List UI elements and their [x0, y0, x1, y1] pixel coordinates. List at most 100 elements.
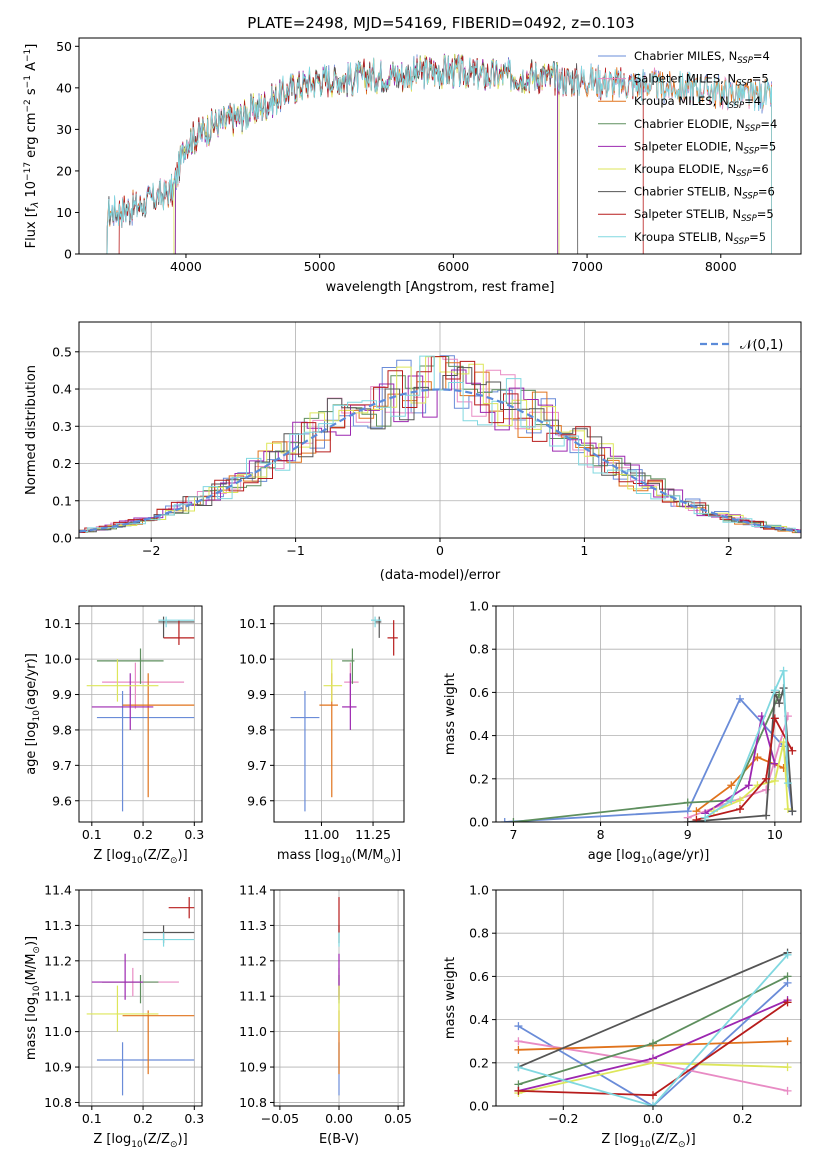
- tick-marks: 0.1 0.2 0.3 10.8 10.9 11.0 11.1 11.2 11.3 11.4: [44, 883, 204, 1127]
- mass-weight-marker: [788, 807, 797, 816]
- legend-label-end: =6: [758, 185, 775, 199]
- y-tick-label: 20: [56, 163, 72, 178]
- x-tick-label: 2: [725, 543, 733, 558]
- x-tick-label: 0.3: [184, 827, 204, 842]
- y-tick-label: 1.0: [469, 883, 489, 898]
- mass-weight-marker: [788, 746, 797, 755]
- y-tick-label: 0.6: [469, 969, 489, 984]
- x-axis-label-sub: 10: [639, 1140, 651, 1150]
- x-axis-label-end: (age/yr)]: [652, 848, 709, 863]
- mass-weight-marker: [783, 805, 792, 814]
- y-axis-label: Normed distribution: [24, 365, 39, 495]
- y-tick-label: 1.0: [469, 599, 489, 614]
- legend-label-end: =4: [744, 94, 761, 108]
- y-axis-label-part: ⊙: [32, 946, 42, 954]
- y-tick-label: 50: [56, 39, 72, 54]
- x-tick-label: 0.1: [82, 1111, 102, 1126]
- x-axis-label-end: (Z/Z: [651, 1132, 678, 1147]
- tick-marks: 0.1 0.2 0.3 9.6 9.7 9.8 9.9 10.0 10.1: [44, 616, 204, 842]
- legend-label-main: Chabrier MILES, N: [634, 49, 737, 63]
- y-tick-label: 0.0: [469, 1099, 489, 1114]
- errorbar-point: [323, 659, 343, 702]
- x-axis-label-end: (Z/Z: [143, 1132, 170, 1147]
- legend-label-main: Chabrier STELIB, N: [634, 185, 742, 199]
- mass-weight-marker: [727, 781, 736, 790]
- x-tick-label: −0.05: [261, 1111, 299, 1126]
- x-tick-label: 7000: [571, 259, 603, 274]
- spectrum-line: [106, 54, 772, 254]
- axes-age-vs-mass: 11.00 11.25 9.6 9.7 9.8 9.9 10.0 10.1: [239, 605, 405, 842]
- mass-weight-marker: [770, 686, 779, 695]
- y-tick-label: 0.0: [469, 815, 489, 830]
- errorbar-point: [86, 659, 159, 702]
- y-axis-label: mass weight: [443, 957, 458, 1039]
- axes-mass-vs-Z: 0.1 0.2 0.3 10.8 10.9 11.0 11.1 11.2 11.3 11.4: [44, 883, 204, 1127]
- legend-label-end: =6: [752, 162, 769, 176]
- legend-label-main: Salpeter ELODIE, N: [634, 139, 744, 153]
- y-tick-label: 9.8: [52, 722, 72, 737]
- y-tick-label: 9.7: [52, 758, 72, 773]
- x-tick-label: 0.1: [82, 827, 102, 842]
- y-tick-label: 0.2: [469, 771, 489, 786]
- y-axis-label-part: 10: [32, 985, 42, 997]
- mass-weight-marker: [775, 699, 784, 708]
- mass-weight-marker: [779, 666, 788, 675]
- x-tick-label: −0.2: [548, 1111, 578, 1126]
- y-tick-label: 0.6: [469, 685, 489, 700]
- y-tick-label: 10.1: [239, 616, 267, 631]
- y-label-lambda: λ: [30, 202, 41, 209]
- y-axis-label: mass weight: [443, 673, 458, 755]
- x-axis-label-end: (M/M: [352, 848, 384, 863]
- y-tick-label: 0.4: [469, 1012, 489, 1027]
- errorbar-point: [91, 673, 154, 730]
- errorbar-point: [96, 1042, 195, 1096]
- x-axis-label-close: )]: [391, 848, 401, 863]
- mass-weight-marker: [783, 779, 792, 788]
- x-tick-label: 0: [436, 543, 444, 558]
- y-tick-label: 10.8: [239, 1095, 267, 1110]
- x-axis-label-sub: 10: [131, 1140, 143, 1150]
- y-tick-label: 9.9: [52, 687, 72, 702]
- legend-label-main: Salpeter STELIB, N: [634, 207, 741, 221]
- y-tick-label: 9.8: [247, 722, 267, 737]
- plot-area: [106, 53, 772, 254]
- y-tick-label: 0.8: [469, 926, 489, 941]
- tick-marks: −0.2 0.0 0.2 0.0 0.2 0.4 0.6 0.8 1.0: [469, 883, 753, 1127]
- legend-label-main: Kroupa ELODIE, N: [634, 162, 736, 176]
- mass-weight-marker: [701, 813, 710, 822]
- x-axis-label-sub: 10: [340, 856, 352, 866]
- y-tick-label: 10.1: [44, 616, 72, 631]
- x-tick-label: 0.00: [325, 1111, 353, 1126]
- axes-age-vs-Z: 0.1 0.2 0.3 9.6 9.7 9.8 9.9 10.0 10.1: [44, 605, 204, 842]
- errorbar-point: [342, 673, 357, 730]
- axes-residuals: −2 −1 0 1 2 0.0 0.1 0.2 0.3 0.4 0.5: [52, 321, 802, 558]
- x-axis-label: (data-model)/error: [380, 568, 501, 583]
- mass-weight-marker: [779, 764, 788, 772]
- y-axis-label: age [log10(age/yr)]: [24, 653, 42, 775]
- y-tick-label: 11.2: [239, 953, 267, 968]
- y-tick-label: 0.3: [52, 419, 72, 434]
- y-tick-label: 0.2: [52, 456, 72, 471]
- mass-weight-marker: [500, 818, 509, 822]
- mass-weight-marker: [770, 759, 779, 768]
- y-axis-label-part: Flux [f: [24, 207, 39, 248]
- y-tick-label: 0.0: [52, 531, 72, 546]
- mass-weight-marker: [762, 774, 771, 783]
- legend-label-main: Kroupa STELIB, N: [634, 230, 734, 244]
- x-axis-label-sun: ⊙: [383, 856, 391, 866]
- legend-label-main: Chabrier ELODIE, N: [634, 117, 745, 131]
- y-label-exp: −1: [23, 49, 33, 62]
- mass-weight-marker: [744, 781, 753, 790]
- y-tick-label: 11.0: [239, 1024, 267, 1039]
- x-tick-label: 8: [597, 827, 605, 842]
- legend-label-end: =4: [753, 49, 770, 63]
- legend-label-sub: SSP: [744, 146, 760, 156]
- x-axis-label-text: mass [log: [277, 848, 340, 863]
- x-tick-label: 1: [580, 543, 588, 558]
- y-tick-label: 0.5: [52, 344, 72, 359]
- x-tick-label: 0.2: [733, 1111, 753, 1126]
- x-axis-label-text: Z [log: [93, 1132, 131, 1147]
- x-tick-label: 0.05: [384, 1111, 412, 1126]
- axes-frame: [495, 889, 802, 1107]
- x-axis-label-text: wavelength [Angstrom, rest frame]: [326, 280, 555, 295]
